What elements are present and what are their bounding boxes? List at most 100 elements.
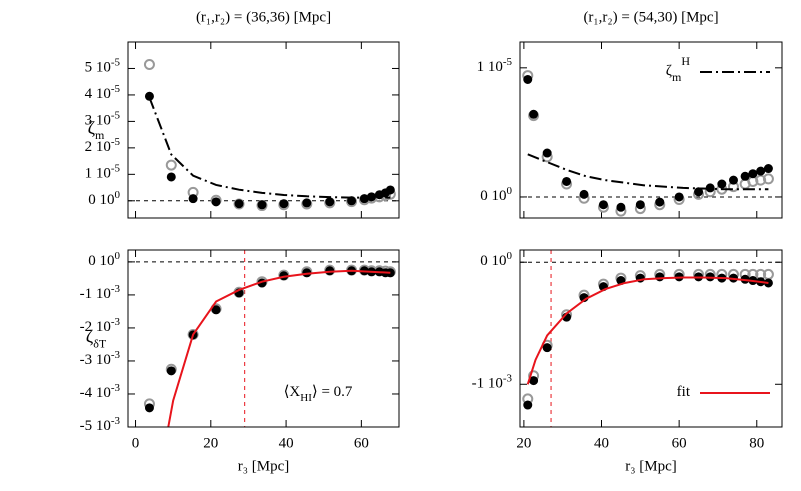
- y-tick-exponent: -5: [111, 135, 121, 147]
- y-tick-mantissa: 1 10: [477, 59, 503, 75]
- x-tick-label: 20: [516, 435, 531, 451]
- y-tick-label: 4 10-5: [85, 82, 121, 102]
- point: [579, 189, 589, 199]
- x-tick-label: 80: [749, 435, 764, 451]
- y-tick-mantissa: 2 10: [85, 139, 111, 155]
- y-tick-mantissa: 0 10: [88, 192, 114, 208]
- x-tick-label: 40: [594, 435, 609, 451]
- point: [755, 174, 767, 186]
- y-tick-label: 2 10-5: [85, 135, 121, 155]
- y-tick-exponent: -5: [111, 82, 121, 94]
- point: [234, 199, 244, 209]
- y-tick-exponent: 0: [507, 250, 513, 262]
- y-tick-mantissa: 1 10: [85, 166, 111, 182]
- y-tick-exponent: -3: [503, 372, 513, 384]
- point: [763, 164, 773, 174]
- axes-frame: [519, 249, 783, 428]
- x-tick-label: 40: [279, 435, 294, 451]
- point: [542, 343, 552, 353]
- axes-frame: [127, 249, 400, 428]
- axes-frame: [519, 41, 783, 219]
- point: [529, 109, 539, 119]
- y-tick-exponent: 0: [507, 184, 513, 196]
- axes-frame: [127, 41, 400, 219]
- annotation-after: ⟩ = 0.7: [312, 384, 353, 400]
- point: [523, 74, 533, 84]
- y-label-main: ζ: [88, 118, 96, 138]
- panel-title: (r₁,r₂) = (54,30) [Mpc]: [583, 9, 718, 25]
- y-tick-exponent: -3: [111, 382, 121, 394]
- y-tick-mantissa: 0 10: [88, 253, 114, 269]
- y-tick-label: -4 10-3: [80, 382, 121, 402]
- legend-name: fit: [677, 384, 691, 400]
- point: [562, 176, 572, 186]
- point: [616, 202, 626, 212]
- y-tick-mantissa: 4 10: [85, 86, 111, 102]
- point: [542, 148, 552, 158]
- x-axis-label: r₃ [Mpc]: [238, 458, 289, 474]
- y-tick-mantissa: -2 10: [80, 319, 111, 335]
- legend-sub: m: [672, 70, 682, 84]
- annotation-sub: HI: [300, 392, 312, 404]
- line: [148, 97, 391, 199]
- point: [143, 58, 155, 70]
- x-tick-label: 60: [354, 435, 369, 451]
- point: [302, 198, 312, 208]
- y-tick-exponent: -5: [111, 162, 121, 174]
- y-tick-exponent: 0: [115, 249, 121, 261]
- y-tick-mantissa: -1 10: [80, 286, 111, 302]
- legend-label: ζmH: [666, 54, 691, 84]
- y-tick-label: 0 100: [88, 188, 120, 208]
- y-tick-exponent: -5: [111, 56, 121, 68]
- y-tick-label: -1 10-3: [472, 372, 513, 392]
- x-tick-label: 20: [203, 435, 218, 451]
- y-tick-exponent: -5: [111, 109, 121, 121]
- legend-name: ζ: [666, 63, 672, 79]
- annotation-text: ⟨X: [284, 384, 301, 400]
- point: [740, 171, 750, 181]
- annotation: ⟨XHI⟩ = 0.7: [284, 384, 353, 403]
- plot-area: [143, 58, 396, 212]
- point: [655, 272, 665, 282]
- point: [385, 185, 395, 195]
- line: [527, 153, 769, 191]
- y-label-sub: m: [95, 128, 105, 142]
- y-tick-label: 3 10-5: [85, 109, 121, 129]
- y-label-main: ζ: [86, 327, 94, 347]
- y-tick-label: 1 10-5: [85, 162, 121, 182]
- legend-sup: H: [681, 54, 690, 68]
- panel-title: (r₁,r₂) = (36,36) [Mpc]: [196, 9, 331, 25]
- x-tick-label: 0: [132, 435, 140, 451]
- point: [523, 400, 533, 410]
- y-tick-mantissa: -5 10: [80, 418, 111, 434]
- point: [635, 200, 645, 210]
- y-tick-label: 5 10-5: [85, 56, 121, 76]
- y-tick-mantissa: 0 10: [480, 188, 506, 204]
- point: [188, 194, 198, 204]
- point: [756, 166, 766, 176]
- y-tick-label: -3 10-3: [80, 348, 121, 368]
- y-tick-mantissa: 3 10: [85, 113, 111, 129]
- point: [166, 366, 176, 376]
- y-tick-mantissa: 5 10: [85, 60, 111, 76]
- y-tick-label: -5 10-3: [80, 415, 121, 435]
- y-tick-label: -1 10-3: [80, 282, 121, 302]
- y-tick-label: 0 100: [480, 184, 512, 204]
- y-tick-mantissa: -4 10: [80, 385, 111, 401]
- point: [762, 173, 774, 185]
- legend-label: fit: [677, 384, 691, 400]
- plot-area: [522, 268, 774, 410]
- point: [717, 179, 727, 189]
- point: [211, 197, 221, 207]
- y-label-sub: δT: [93, 336, 107, 350]
- y-tick-mantissa: -3 10: [80, 352, 111, 368]
- point: [694, 187, 704, 197]
- point: [166, 172, 176, 182]
- y-tick-exponent: -3: [111, 415, 121, 427]
- point: [144, 403, 154, 413]
- y-axis-label: ζm: [88, 118, 105, 142]
- y-tick-label: 0 100: [480, 250, 512, 270]
- y-tick-label: -2 10-3: [80, 315, 121, 335]
- point: [279, 199, 289, 209]
